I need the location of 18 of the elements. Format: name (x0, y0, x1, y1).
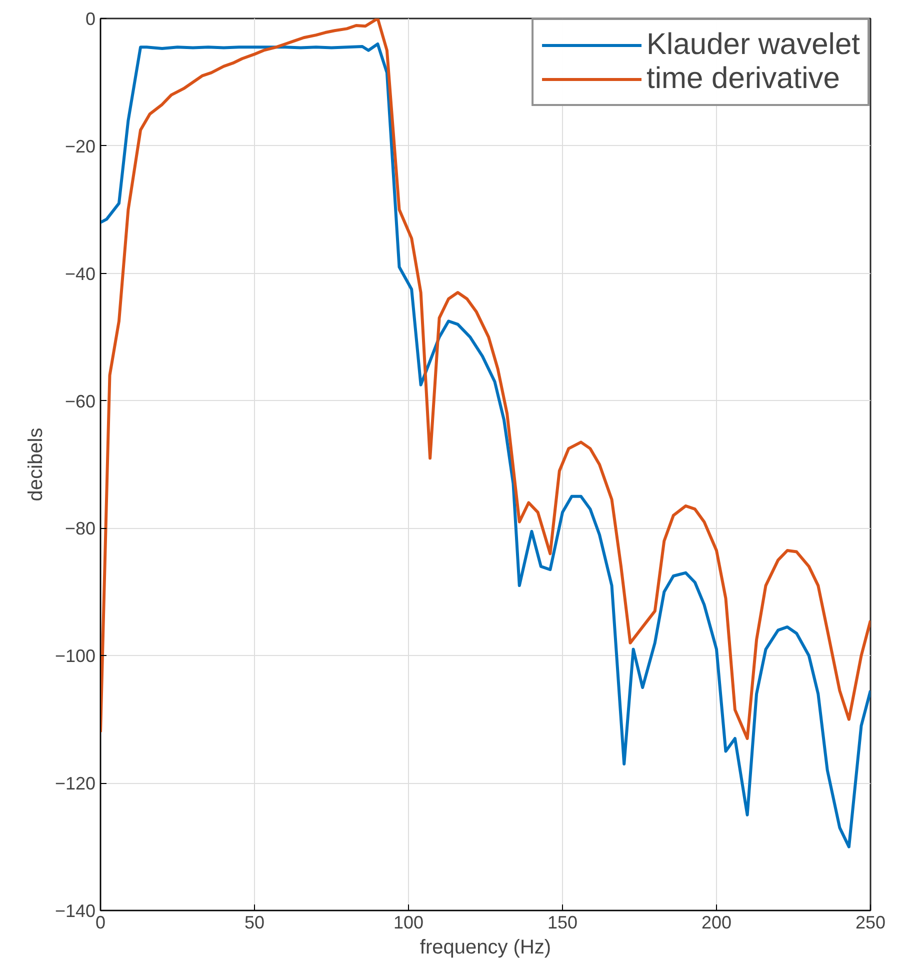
y-tick-label: 0 (85, 9, 96, 29)
x-tick-label: 250 (855, 912, 886, 932)
y-tick-label: −140 (54, 901, 96, 921)
y-tick-label: −80 (64, 518, 96, 539)
legend-label: Klauder wavelet (646, 28, 860, 62)
y-tick-label: −20 (64, 136, 96, 156)
y-tick-label: −40 (64, 264, 96, 284)
y-tick-label: −60 (64, 391, 96, 412)
x-tick-label: 200 (701, 912, 732, 932)
y-tick-label: −120 (54, 774, 96, 794)
legend-label: time derivative (646, 62, 840, 96)
y-axis-title: decibels (24, 428, 47, 502)
x-tick-label: 100 (393, 912, 424, 932)
y-tick-label: −100 (54, 646, 96, 666)
line-series (100, 18, 870, 740)
x-tick-label: 150 (547, 912, 578, 932)
x-axis-title: frequency (Hz) (420, 936, 552, 958)
x-tick-label: 50 (244, 912, 265, 932)
